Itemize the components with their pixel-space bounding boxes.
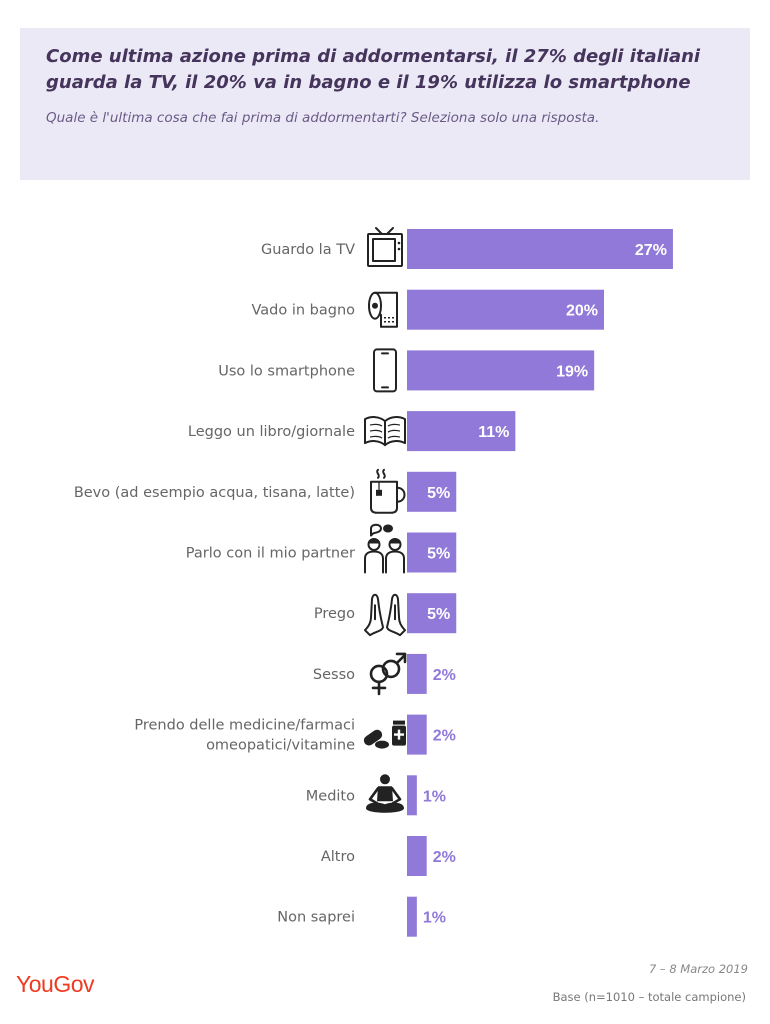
data-label: 1% [423, 788, 446, 805]
data-label: 5% [427, 606, 450, 623]
bar [407, 411, 516, 452]
couple-talking-icon [364, 523, 405, 574]
category-label: Vado in bagno [251, 303, 355, 319]
chart-title: Come ultima azione prima di addormentars… [46, 46, 701, 93]
gender-symbols-icon [369, 652, 407, 696]
data-label: 19% [556, 363, 588, 380]
bar [407, 714, 427, 755]
bar [407, 593, 457, 634]
data-label: 2% [433, 728, 456, 745]
data-label: 5% [427, 485, 450, 502]
category-label: Guardo la TV [261, 242, 355, 258]
bar [407, 471, 457, 512]
smartphone-icon [373, 348, 397, 393]
data-label: 2% [433, 849, 456, 866]
tv-icon [367, 227, 403, 267]
category-label: Non saprei [277, 910, 355, 926]
bar [407, 653, 427, 694]
mug-icon [370, 468, 406, 514]
book-icon [364, 416, 406, 447]
data-label: 27% [635, 242, 667, 259]
category-label: Sesso [313, 667, 355, 683]
data-label: 20% [566, 303, 598, 320]
data-label: 5% [427, 546, 450, 563]
category-label: Bevo (ad esempio acqua, tisana, latte) [74, 485, 355, 501]
category-label: Uso lo smartphone [218, 363, 355, 379]
data-label: 11% [478, 424, 509, 441]
sample-base: Base (n=1010 – totale campione) [552, 990, 746, 1004]
category-label: Prego [314, 606, 355, 622]
meditation-icon [366, 774, 404, 813]
category-label: Altro [321, 849, 355, 865]
category-label: Prendo delle medicine/farmaci omeopatici/… [134, 718, 355, 754]
category-label: Medito [306, 788, 355, 804]
toilet-paper-icon [368, 291, 398, 328]
bar [407, 896, 417, 937]
data-label: 2% [433, 667, 456, 684]
header-banner: Come ultima azione prima di addormentars… [20, 28, 750, 180]
data-label: 1% [423, 910, 446, 927]
bar [407, 836, 427, 876]
pills-icon [363, 720, 406, 749]
bar [407, 775, 417, 816]
survey-date: 7 – 8 Marzo 2019 [648, 962, 748, 976]
chart-subtitle: Quale è l'ultima cosa che fai prima di a… [46, 110, 600, 126]
bar [407, 289, 604, 330]
bar [407, 532, 457, 573]
bar [407, 350, 595, 391]
yougov-logo: YouGov [16, 971, 95, 997]
bar-chart: Guardo la TV 27% Vado in bagno 20% Uso lo sm… [74, 227, 673, 937]
category-label: Parlo con il mio partner [186, 546, 355, 562]
praying-hands-icon [364, 593, 406, 637]
category-label: Leggo un libro/giornale [188, 424, 355, 440]
bar [407, 229, 673, 269]
